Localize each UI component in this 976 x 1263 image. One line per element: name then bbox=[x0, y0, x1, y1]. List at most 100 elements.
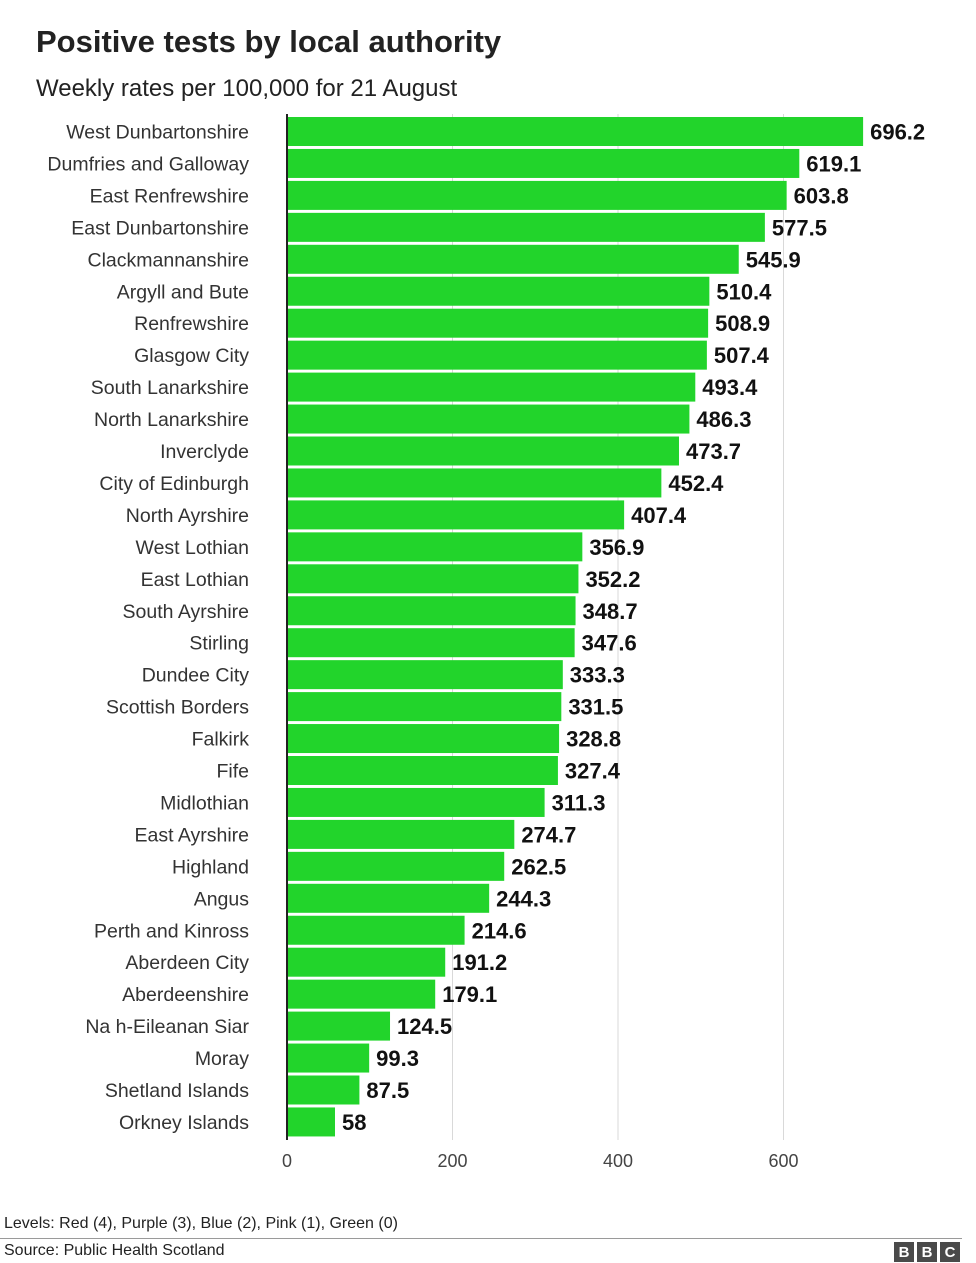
bbc-logo-letter: B bbox=[917, 1242, 937, 1262]
bar bbox=[287, 628, 575, 658]
x-tick-label: 600 bbox=[768, 1151, 798, 1171]
bar bbox=[287, 851, 505, 881]
source-note: Source: Public Health Scotland bbox=[4, 1242, 225, 1259]
category-label: Dumfries and Galloway bbox=[47, 153, 249, 175]
category-label: East Lothian bbox=[141, 569, 249, 591]
bar bbox=[287, 947, 446, 977]
category-label: Na h-Eileanan Siar bbox=[85, 1016, 249, 1038]
category-label: Midlothian bbox=[160, 792, 249, 814]
category-label: East Renfrewshire bbox=[90, 185, 249, 207]
bar bbox=[287, 436, 679, 466]
category-label: Falkirk bbox=[192, 729, 250, 751]
category-label: Fife bbox=[216, 761, 249, 783]
x-tick-label: 200 bbox=[437, 1151, 467, 1171]
value-label: 507.4 bbox=[714, 343, 770, 368]
bar bbox=[287, 724, 560, 754]
category-label: Inverclyde bbox=[160, 441, 249, 463]
category-label: Scottish Borders bbox=[106, 697, 249, 719]
value-label: 58 bbox=[342, 1110, 366, 1135]
x-tick-label: 400 bbox=[603, 1151, 633, 1171]
value-label: 244.3 bbox=[496, 886, 551, 911]
value-label: 191.2 bbox=[452, 950, 507, 975]
value-label: 452.4 bbox=[668, 471, 724, 496]
bar bbox=[287, 1011, 391, 1041]
category-label: Aberdeen City bbox=[125, 952, 249, 974]
category-label: Orkney Islands bbox=[119, 1112, 249, 1134]
category-label: Clackmannanshire bbox=[88, 249, 250, 271]
chart-subtitle: Weekly rates per 100,000 for 21 August bbox=[36, 75, 458, 102]
bar bbox=[287, 500, 625, 530]
value-label: 331.5 bbox=[568, 695, 623, 720]
value-label: 179.1 bbox=[442, 982, 497, 1007]
bar bbox=[287, 340, 707, 370]
bar-chart: 0 200 400 600 West Dunbartonshire 696.2 Dumfri… bbox=[47, 114, 925, 1171]
levels-note: Levels: Red (4), Purple (3), Blue (2), P… bbox=[4, 1215, 398, 1232]
value-label: 333.3 bbox=[570, 663, 625, 688]
value-label: 493.4 bbox=[702, 375, 758, 400]
category-label: Angus bbox=[194, 888, 250, 910]
bar bbox=[287, 1043, 370, 1073]
value-label: 603.8 bbox=[794, 183, 849, 208]
value-label: 545.9 bbox=[746, 247, 801, 272]
bar bbox=[287, 212, 765, 242]
bar bbox=[287, 596, 576, 626]
bar bbox=[287, 148, 800, 178]
bar bbox=[287, 244, 739, 274]
category-label: Glasgow City bbox=[134, 345, 249, 367]
value-label: 696.2 bbox=[870, 120, 925, 145]
chart-title: Positive tests by local authority bbox=[36, 24, 502, 59]
value-label: 347.6 bbox=[582, 631, 637, 656]
bar bbox=[287, 404, 690, 434]
bbc-logo-letter: C bbox=[940, 1242, 960, 1262]
value-label: 407.4 bbox=[631, 503, 687, 528]
value-label: 214.6 bbox=[472, 918, 527, 943]
value-label: 510.4 bbox=[716, 279, 772, 304]
bar bbox=[287, 756, 558, 785]
value-label: 311.3 bbox=[552, 790, 606, 815]
category-label: City of Edinburgh bbox=[99, 473, 249, 495]
category-label: Shetland Islands bbox=[105, 1080, 249, 1102]
value-label: 274.7 bbox=[521, 822, 576, 847]
category-label: Dundee City bbox=[142, 665, 250, 687]
category-label: West Lothian bbox=[136, 537, 249, 559]
category-label: South Ayrshire bbox=[123, 601, 249, 623]
x-tick-label: 0 bbox=[282, 1151, 292, 1171]
bar bbox=[287, 1075, 360, 1105]
category-label: Perth and Kinross bbox=[94, 920, 249, 942]
value-label: 124.5 bbox=[397, 1014, 452, 1039]
bbc-logo: B B C bbox=[894, 1242, 960, 1262]
bar bbox=[287, 308, 709, 338]
value-label: 473.7 bbox=[686, 439, 741, 464]
bar bbox=[287, 979, 436, 1009]
value-label: 619.1 bbox=[806, 151, 861, 176]
bbc-logo-letter: B bbox=[894, 1242, 914, 1262]
bar bbox=[287, 532, 583, 562]
bar bbox=[287, 915, 465, 945]
category-label: Aberdeenshire bbox=[122, 984, 249, 1006]
category-label: Argyll and Bute bbox=[117, 281, 249, 303]
category-label: South Lanarkshire bbox=[91, 377, 249, 399]
category-label: East Ayrshire bbox=[134, 824, 249, 846]
bar bbox=[287, 564, 579, 594]
bar bbox=[287, 692, 562, 722]
value-label: 328.8 bbox=[566, 727, 621, 752]
category-label: Stirling bbox=[189, 633, 249, 655]
value-label: 262.5 bbox=[511, 854, 566, 879]
value-label: 352.2 bbox=[585, 567, 640, 592]
category-label: West Dunbartonshire bbox=[66, 122, 249, 144]
category-label: East Dunbartonshire bbox=[71, 217, 249, 239]
bar bbox=[287, 660, 563, 690]
category-label: Moray bbox=[195, 1048, 249, 1070]
bar bbox=[287, 819, 515, 849]
category-label: Renfrewshire bbox=[134, 313, 249, 335]
footer-divider bbox=[0, 1238, 962, 1239]
value-label: 87.5 bbox=[366, 1078, 409, 1103]
value-label: 356.9 bbox=[589, 535, 644, 560]
category-label: North Lanarkshire bbox=[94, 409, 249, 431]
value-label: 327.4 bbox=[565, 759, 621, 784]
bar bbox=[287, 883, 490, 913]
bar bbox=[287, 372, 696, 402]
bar bbox=[287, 468, 662, 498]
bar bbox=[287, 1107, 335, 1137]
value-label: 577.5 bbox=[772, 215, 827, 240]
